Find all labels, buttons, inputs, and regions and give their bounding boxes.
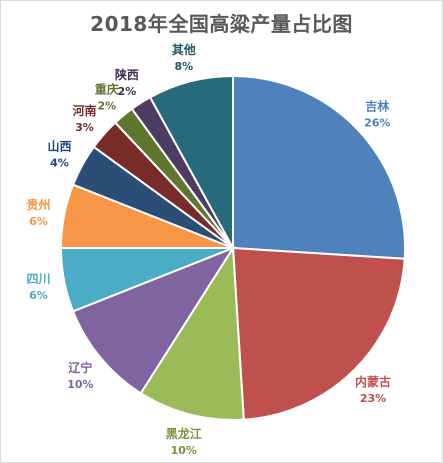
pie-slice-2 bbox=[139, 244, 245, 421]
slice-label-8: 重庆 bbox=[95, 81, 119, 96]
slice-pct-5: 6% bbox=[29, 215, 48, 228]
pie-slice-3 bbox=[71, 245, 236, 395]
slice-pct-6: 4% bbox=[50, 157, 69, 170]
slice-pct-1: 23% bbox=[360, 392, 386, 405]
slice-label-5: 贵州 bbox=[26, 197, 50, 212]
slice-label-7: 河南 bbox=[71, 103, 96, 118]
slice-pct-3: 10% bbox=[67, 378, 93, 391]
slice-label-3: 辽宁 bbox=[68, 360, 92, 375]
slice-label-0: 吉林 bbox=[365, 99, 389, 114]
slice-pct-2: 10% bbox=[171, 444, 197, 457]
pie-slice-1 bbox=[231, 246, 406, 421]
slice-pct-4: 6% bbox=[29, 289, 48, 302]
slice-pct-10: 8% bbox=[174, 60, 193, 73]
slice-label-9: 陕西 bbox=[115, 67, 139, 82]
slice-label-4: 四川 bbox=[26, 272, 50, 286]
pie-slice-0 bbox=[232, 74, 406, 260]
slice-pct-8: 2% bbox=[97, 99, 116, 112]
slice-label-1: 内蒙古 bbox=[355, 374, 391, 389]
chart-title: 2018年全国高粱产量占比图 bbox=[90, 12, 353, 36]
slice-label-10: 其他 bbox=[172, 42, 196, 57]
slice-pct-9: 2% bbox=[118, 85, 137, 98]
pie-slice-10 bbox=[148, 74, 234, 249]
slice-pct-0: 26% bbox=[364, 117, 390, 130]
slice-pct-7: 3% bbox=[75, 121, 94, 134]
slice-label-6: 山西 bbox=[47, 139, 71, 154]
slice-label-2: 黑龙江 bbox=[166, 426, 202, 441]
